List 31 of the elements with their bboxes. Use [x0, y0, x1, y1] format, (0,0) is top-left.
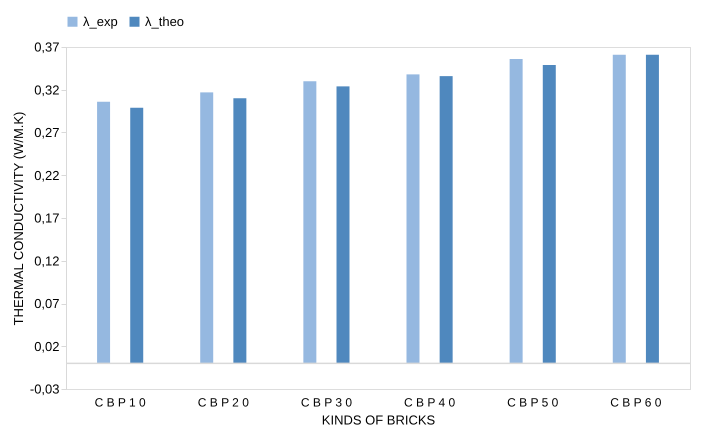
- x-tick-label: C B P 6 0: [610, 396, 662, 410]
- bar: [542, 64, 556, 364]
- x-tick-label: C B P 3 0: [300, 396, 352, 410]
- bar: [233, 98, 246, 364]
- bar: [336, 86, 350, 364]
- bar: [200, 92, 214, 364]
- x-tick-label: C B P 4 0: [404, 396, 456, 410]
- x-tick-label: C B P 1 0: [94, 396, 146, 410]
- legend-label: λ_exp: [83, 14, 118, 29]
- bar: [303, 81, 316, 364]
- y-tick-label: 0,22: [34, 168, 60, 183]
- bar: [97, 102, 110, 364]
- y-tick-label: 0,12: [34, 253, 60, 268]
- x-axis-title: KINDS OF BRICKS: [322, 412, 436, 428]
- x-tick-label: C B P 5 0: [507, 396, 559, 410]
- y-tick-label: -0,03: [30, 382, 60, 396]
- x-tick-label: C B P 2 0: [198, 396, 250, 410]
- legend-label: λ_theo: [145, 14, 184, 29]
- bar: [510, 58, 523, 364]
- bar: [612, 54, 626, 364]
- y-tick-label: 0,07: [34, 296, 60, 311]
- y-tick-label: 0,37: [34, 40, 60, 54]
- bar: [646, 54, 659, 364]
- y-axis-title: THERMAL CONDUCTIVITY (W/M.K): [10, 112, 26, 326]
- y-tick-label: 0,17: [34, 210, 60, 226]
- bar: [130, 108, 144, 364]
- bar: [406, 74, 420, 364]
- y-tick-label: 0,02: [34, 338, 60, 354]
- y-tick-label: 0,27: [34, 125, 60, 140]
- y-tick-label: 0,32: [34, 82, 60, 98]
- bar: [440, 76, 453, 364]
